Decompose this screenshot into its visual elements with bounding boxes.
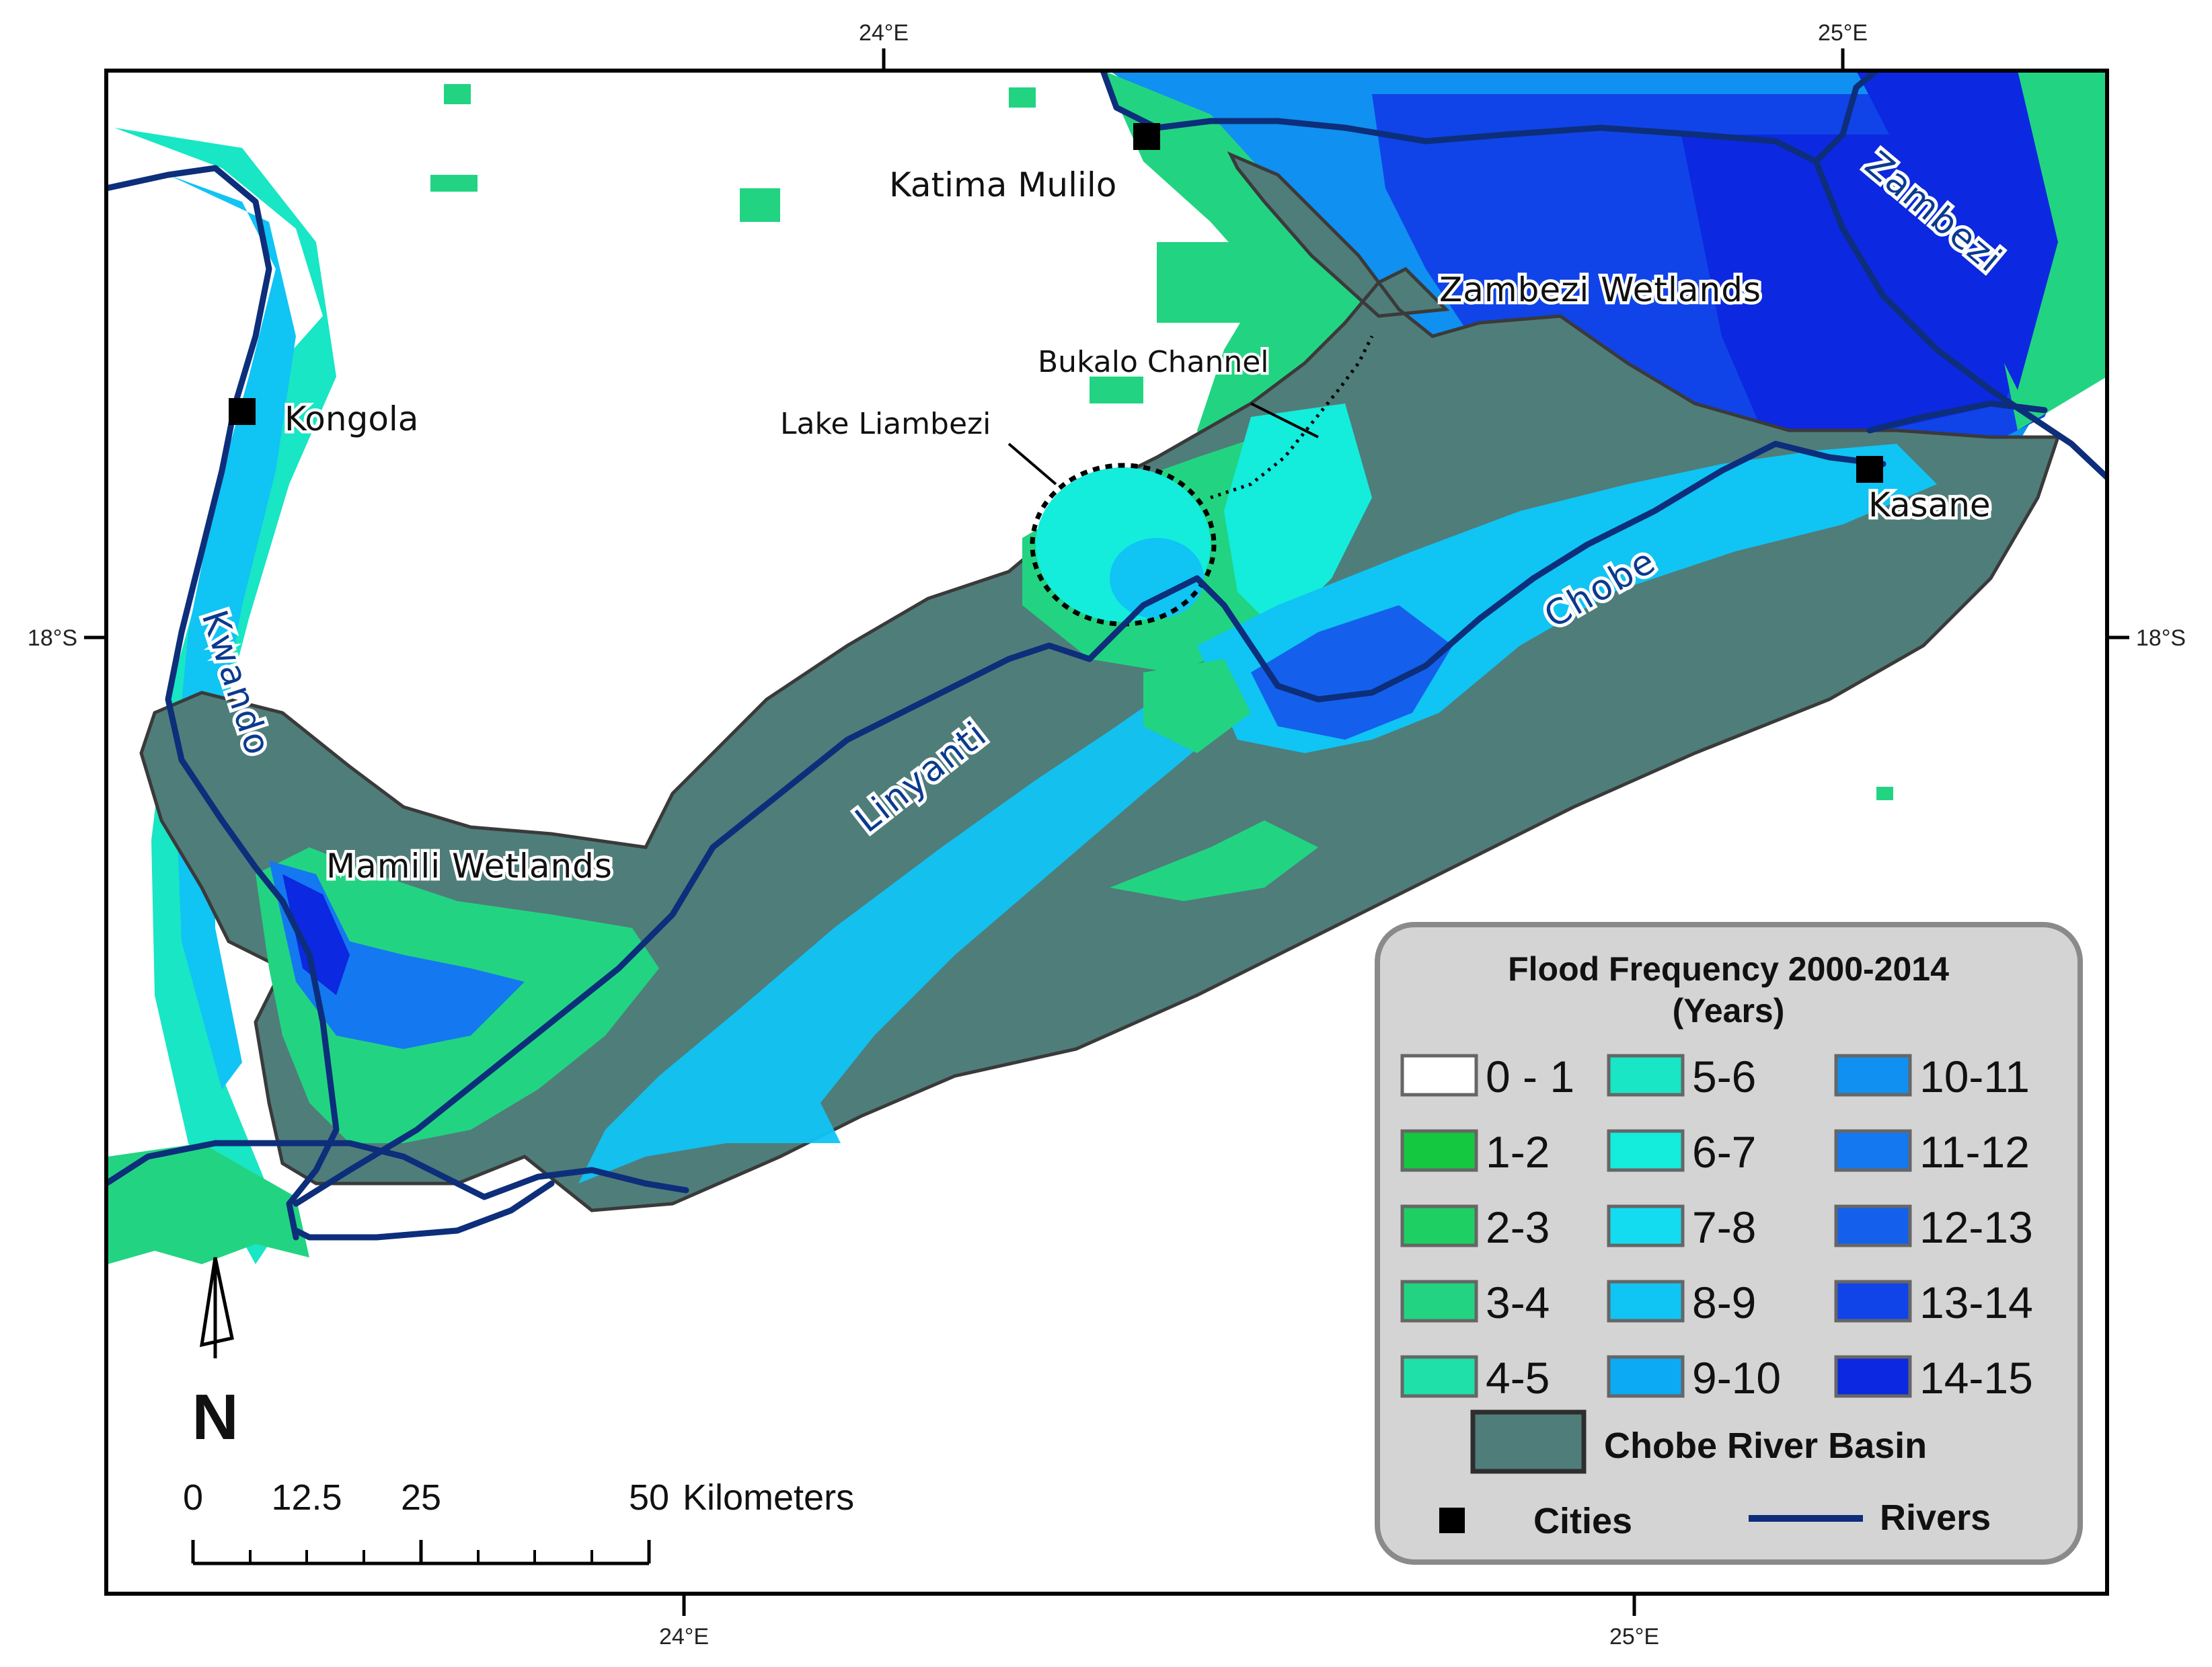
mamili-flood-core xyxy=(282,874,350,995)
legend-swatch-9 xyxy=(1607,1280,1685,1323)
graticule-left-18s: 18°S xyxy=(28,625,77,651)
legend-swatch-6 xyxy=(1607,1054,1685,1097)
rivers xyxy=(106,71,2107,1241)
legend-cities-swatch xyxy=(1439,1508,1465,1533)
legend-class-label-12: 11-12 xyxy=(1919,1127,2030,1177)
linyanti-side-flood xyxy=(1143,659,1251,753)
linyanti-flood-strip xyxy=(578,679,1251,1184)
legend-class-label-7: 6-7 xyxy=(1692,1127,1756,1177)
legend: Flood Frequency 2000-2014 (Years) 0 - 1 1… xyxy=(1375,922,2083,1565)
city-marker-kasane xyxy=(1856,456,1883,483)
legend-swatch-4 xyxy=(1400,1280,1478,1323)
legend-basin-swatch xyxy=(1470,1409,1587,1474)
southern-branch-river xyxy=(293,1180,555,1241)
kasane-river-link xyxy=(1866,400,2048,434)
scale-tick-12-5: 12.5 xyxy=(271,1477,342,1518)
legend-swatch-7 xyxy=(1607,1129,1685,1172)
bukalo-channel-line xyxy=(1210,335,1374,500)
legend-swatch-14 xyxy=(1834,1280,1912,1323)
lake-liambezi-inner xyxy=(1110,538,1204,619)
city-marker-katima-mulilo xyxy=(1133,123,1160,150)
legend-swatch-11 xyxy=(1834,1054,1912,1097)
legend-class-label-9: 8-9 xyxy=(1692,1278,1756,1327)
zambezi-flood-channel xyxy=(1856,71,2058,390)
legend-swatch-5 xyxy=(1400,1355,1478,1398)
graticule-bottom-24e: 24°E xyxy=(659,1624,709,1650)
scale-unit: Kilometers xyxy=(683,1477,854,1518)
kwando-river xyxy=(106,165,340,1241)
legend-class-label-14: 13-14 xyxy=(1919,1278,2033,1327)
lake-leader-line xyxy=(1007,442,1057,486)
legend-swatch-13 xyxy=(1834,1204,1912,1247)
legend-title: Flood Frequency 2000-2014 xyxy=(1508,950,1949,988)
legend-class-label-1: 0 - 1 xyxy=(1486,1052,1574,1101)
city-label-kongola: Kongola xyxy=(284,399,418,438)
north-arrow: N xyxy=(192,1257,239,1453)
legend-swatch-1 xyxy=(1400,1054,1478,1097)
legend-class-label-15: 14-15 xyxy=(1919,1353,2033,1403)
legend-class-label-8: 7-8 xyxy=(1692,1202,1756,1252)
legend-class-label-5: 4-5 xyxy=(1486,1353,1550,1403)
map-content: Katima Mulilo Kongola Kasane Zambezi Wet… xyxy=(106,71,2107,1594)
linyanti-chobe-river xyxy=(293,440,1886,1207)
legend-cities-label: Cities xyxy=(1533,1501,1632,1541)
legend-class-label-11: 10-11 xyxy=(1919,1052,2030,1101)
graticule-top-25e: 25°E xyxy=(1818,20,1868,46)
north-arrow-letter: N xyxy=(192,1381,238,1453)
legend-class-label-2: 1-2 xyxy=(1486,1127,1550,1177)
lake-liambezi-label: Lake Liambezi xyxy=(780,407,991,441)
graticule-right-18s: 18°S xyxy=(2136,625,2186,651)
mamili-flood-inner xyxy=(269,861,525,1049)
scale-tick-0: 0 xyxy=(183,1477,203,1518)
legend-subtitle: (Years) xyxy=(1673,992,1785,1030)
legend-class-label-13: 12-13 xyxy=(1919,1202,2033,1252)
southern-river xyxy=(106,1140,689,1200)
chobe-deep-flood xyxy=(1251,605,1453,740)
legend-class-label-4: 3-4 xyxy=(1486,1278,1550,1327)
legend-swatch-8 xyxy=(1607,1204,1685,1247)
channel-leader-line xyxy=(1250,402,1319,438)
zambezi-wetlands-label: Zambezi Wetlands xyxy=(1439,270,1761,309)
graticule-bottom-25e: 25°E xyxy=(1609,1624,1659,1650)
graticule-ticks xyxy=(84,48,2129,1616)
legend-swatch-2 xyxy=(1400,1129,1478,1172)
bukalo-channel-label: Bukalo Channel xyxy=(1038,345,1269,379)
scale-tick-50: 50 xyxy=(629,1477,669,1518)
scale-tick-25: 25 xyxy=(401,1477,441,1518)
legend-rivers-label: Rivers xyxy=(1880,1498,1991,1538)
zambezi-upper-river xyxy=(1100,71,1880,165)
zambezi-lower-river xyxy=(1813,158,2107,481)
city-label-kasane: Kasane xyxy=(1868,486,1991,525)
legend-class-label-6: 5-6 xyxy=(1692,1052,1756,1101)
mid-basin-flood xyxy=(1110,820,1318,901)
scale-bar: 0 12.5 25 50 Kilometers xyxy=(183,1477,854,1565)
mamili-wetlands-label: Mamili Wetlands xyxy=(326,847,613,886)
city-label-katima-mulilo: Katima Mulilo xyxy=(889,165,1116,204)
graticule-top-24e: 24°E xyxy=(859,20,909,46)
legend-swatch-3 xyxy=(1400,1204,1478,1247)
legend-swatch-12 xyxy=(1834,1129,1912,1172)
legend-classes: 0 - 1 1-2 2-3 3-4 4-5 5-6 6-7 7-8 8-9 9-10 10-11 11… xyxy=(1400,1052,2033,1403)
legend-class-label-10: 9-10 xyxy=(1692,1353,1781,1403)
city-marker-kongola xyxy=(229,398,256,425)
legend-swatch-15 xyxy=(1834,1355,1912,1398)
southwest-flood xyxy=(108,1143,309,1264)
legend-swatch-10 xyxy=(1607,1355,1685,1398)
legend-class-label-3: 2-3 xyxy=(1486,1202,1550,1252)
map-frame xyxy=(104,69,2109,1596)
legend-basin-label: Chobe River Basin xyxy=(1604,1426,1927,1466)
bukalo-flood xyxy=(1224,403,1372,632)
